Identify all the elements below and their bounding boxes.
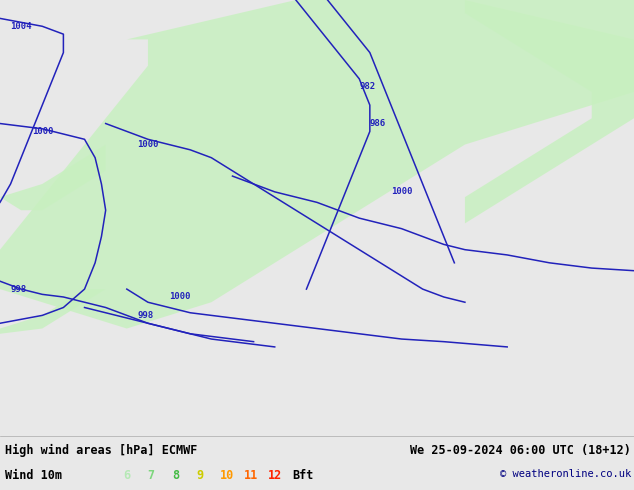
Polygon shape [465, 0, 634, 223]
Polygon shape [0, 0, 634, 328]
Text: 986: 986 [370, 119, 386, 128]
Text: High wind areas [hPa] ECMWF: High wind areas [hPa] ECMWF [5, 444, 197, 457]
Text: 8: 8 [172, 468, 179, 482]
Text: 10: 10 [220, 468, 234, 482]
Text: 1000: 1000 [138, 140, 159, 149]
Text: 982: 982 [359, 82, 375, 91]
Polygon shape [0, 289, 106, 334]
Text: 998: 998 [138, 311, 153, 320]
Text: 1000: 1000 [32, 127, 53, 136]
Text: 998: 998 [11, 285, 27, 294]
Text: 1000: 1000 [169, 293, 191, 301]
Text: 1004: 1004 [11, 22, 32, 31]
Polygon shape [0, 145, 106, 210]
Text: We 25-09-2024 06:00 UTC (18+12): We 25-09-2024 06:00 UTC (18+12) [410, 444, 631, 457]
Text: 6: 6 [124, 468, 131, 482]
Text: Wind 10m: Wind 10m [5, 468, 62, 482]
Text: 1000: 1000 [391, 187, 413, 196]
Text: 12: 12 [268, 468, 282, 482]
Text: 9: 9 [196, 468, 203, 482]
Text: © weatheronline.co.uk: © weatheronline.co.uk [500, 468, 631, 479]
Text: 7: 7 [148, 468, 155, 482]
Text: Bft: Bft [292, 468, 314, 482]
Text: 11: 11 [244, 468, 258, 482]
